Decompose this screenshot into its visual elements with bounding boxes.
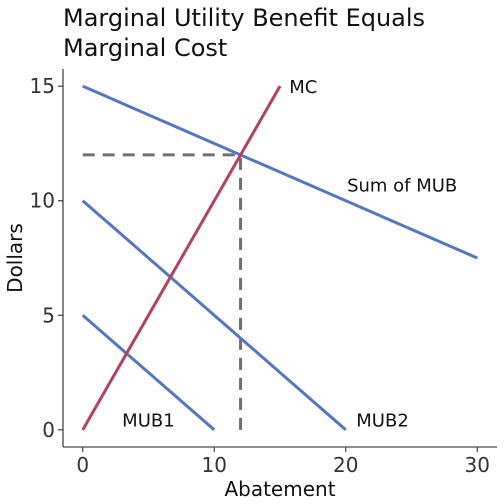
x-tick-label: 30 [465, 453, 490, 477]
plot-area: 0 10 20 30 0 5 10 15 MC Sum of MUB MUB1 MUB2 [30, 69, 497, 477]
x-tick-label: 20 [333, 453, 358, 477]
annotation-mub2: MUB2 [356, 411, 409, 432]
series-line-sum-of-mub [83, 86, 478, 258]
series-line-mub2 [83, 201, 346, 430]
series-line-mc [83, 86, 280, 430]
x-tick-label: 0 [76, 453, 89, 477]
annotation-mub1: MUB1 [122, 411, 175, 432]
chart-title-line-2: Marginal Cost [63, 34, 227, 62]
y-tick-label: 5 [42, 303, 55, 327]
annotation-mc: MC [289, 77, 317, 98]
chart-title-line-1: Marginal Utility Benefit Equals [63, 4, 425, 32]
y-tick-label: 10 [30, 189, 55, 213]
y-tick-label: 0 [42, 418, 55, 442]
x-tick-label: 10 [202, 453, 227, 477]
x-axis-title: Abatement [224, 477, 335, 501]
annotation-sum-of-mub: Sum of MUB [347, 176, 457, 197]
y-axis-title: Dollars [3, 223, 27, 293]
y-tick-label: 15 [30, 74, 55, 98]
